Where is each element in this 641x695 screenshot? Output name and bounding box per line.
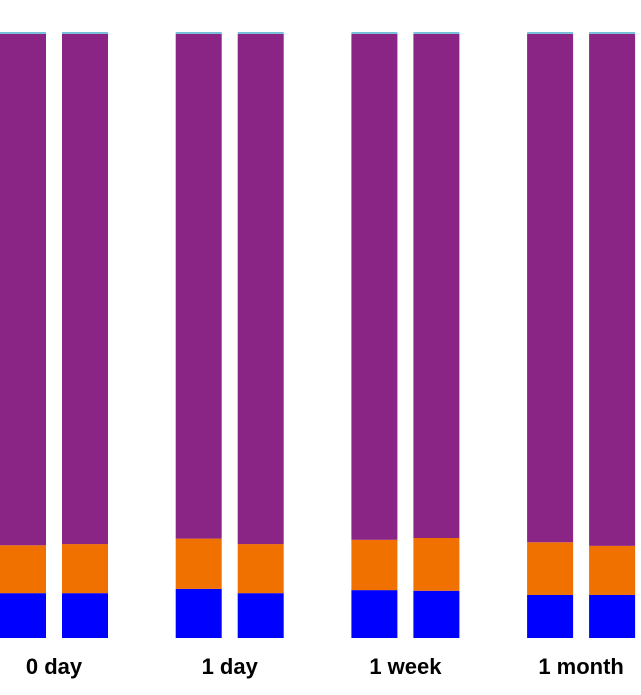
bar-segment <box>527 542 574 595</box>
bar-segment <box>0 593 46 638</box>
bar-segment <box>351 32 398 34</box>
bar-segment <box>351 33 398 540</box>
bar-segment <box>175 538 222 589</box>
bar-segment <box>527 32 574 34</box>
bar-segment <box>62 32 108 34</box>
bar-segment <box>413 33 460 539</box>
bar-segment <box>175 588 222 638</box>
bar-segment <box>351 539 398 591</box>
bar-segment <box>175 33 222 539</box>
x-tick-label: 1 month <box>538 654 624 679</box>
bar-segment <box>62 33 108 545</box>
bar-segment <box>0 33 46 546</box>
bar-segment <box>527 594 574 638</box>
bar-segment <box>589 545 636 595</box>
bar-segment <box>62 593 108 638</box>
bar-segment <box>237 33 284 545</box>
bar-segment <box>0 545 46 594</box>
bar-segment <box>589 32 636 34</box>
bar-segment <box>527 33 574 543</box>
bar-segment <box>589 594 636 638</box>
bar-segment <box>237 544 284 594</box>
bar-segment <box>62 544 108 594</box>
bar-segment <box>413 32 460 34</box>
x-tick-label: 1 week <box>369 654 442 679</box>
x-tick-label: 1 day <box>202 654 259 679</box>
bar-segment <box>589 33 636 546</box>
bar-segment <box>237 593 284 638</box>
bar-segment <box>175 32 222 34</box>
bar-segment <box>237 32 284 34</box>
x-tick-label: 0 day <box>26 654 83 679</box>
bar-segment <box>413 538 460 591</box>
bar-segment <box>351 590 398 638</box>
bar-segment <box>0 32 46 34</box>
bar-segment <box>413 590 460 638</box>
